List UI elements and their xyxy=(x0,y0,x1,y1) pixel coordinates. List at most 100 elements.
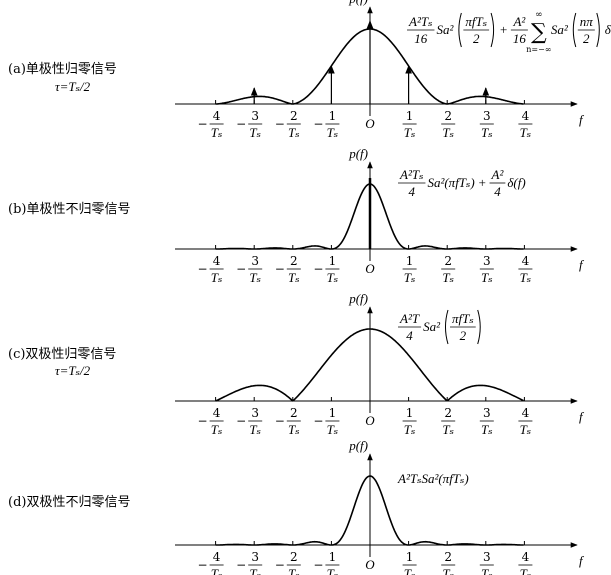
formula-text: δ(f) xyxy=(507,175,525,190)
tick-den: Tₛ xyxy=(481,566,493,575)
paren xyxy=(572,12,577,48)
tick-den: Tₛ xyxy=(520,422,532,437)
tick-den: Tₛ xyxy=(211,125,223,140)
formula-text: Sa²(πfTₛ) xyxy=(427,175,474,190)
formula-text: + xyxy=(499,22,508,37)
tick-num: 3 xyxy=(483,550,491,564)
formula-sum: ∑ xyxy=(531,20,547,45)
tick-num: 1 xyxy=(406,109,414,123)
panel-label: (d)双极性不归零信号 xyxy=(8,495,130,510)
tick-sign: − xyxy=(198,558,208,572)
tick-num: 1 xyxy=(329,550,337,564)
tick-den: Tₛ xyxy=(520,566,532,575)
tick-num: 3 xyxy=(251,109,259,123)
panel-label: (b)单极性不归零信号 xyxy=(8,202,130,217)
spectrum-curve xyxy=(215,328,524,402)
formula-text: A²TₛSa²(πfTₛ) xyxy=(397,471,469,486)
y-axis-label: p(f) xyxy=(348,0,368,6)
y-axis-label: p(f) xyxy=(348,438,368,453)
formula: A²T 4 Sa² πfTₛ 2 xyxy=(398,309,481,345)
tick-num: 3 xyxy=(483,254,491,268)
tick-num: 2 xyxy=(290,109,298,123)
formula-text: Sa² xyxy=(551,22,569,37)
x-axis-label: f xyxy=(579,257,585,272)
formula-num: A²Tₛ xyxy=(399,167,423,182)
paren xyxy=(490,12,495,48)
tick-num: 1 xyxy=(329,254,337,268)
tick-num: 1 xyxy=(406,254,414,268)
formula: A²TₛSa²(πfTₛ) xyxy=(397,471,469,486)
tick-num: 3 xyxy=(483,406,491,420)
formula-den: 2 xyxy=(460,328,467,343)
paren xyxy=(458,12,462,48)
tick-num: 4 xyxy=(522,254,530,268)
formula-num: A² xyxy=(512,14,526,29)
tick-sign: − xyxy=(236,558,246,572)
formula-text: δ(f−nfₛ) xyxy=(605,22,611,37)
tick-den: Tₛ xyxy=(211,566,223,575)
formula-text: Sa² xyxy=(423,319,441,334)
tick-den: Tₛ xyxy=(288,270,300,285)
tick-sign: − xyxy=(236,414,246,428)
tick-num: 4 xyxy=(522,550,530,564)
tick-sign: − xyxy=(275,558,285,572)
tick-num: 4 xyxy=(213,406,221,420)
formula-den: 4 xyxy=(408,184,415,199)
tick-den: Tₛ xyxy=(211,270,223,285)
tick-den: Tₛ xyxy=(442,422,454,437)
formula-num: A²Tₛ xyxy=(408,14,432,29)
tick-num: 3 xyxy=(251,550,259,564)
tick-den: Tₛ xyxy=(481,125,493,140)
tick-den: Tₛ xyxy=(481,270,493,285)
spectrum-curve xyxy=(215,475,524,546)
tick-num: 4 xyxy=(213,109,221,123)
tick-den: Tₛ xyxy=(327,422,339,437)
formula-num: nπ xyxy=(580,14,594,29)
x-axis-label: f xyxy=(579,553,585,568)
tick-sign: − xyxy=(275,414,285,428)
tick-den: Tₛ xyxy=(404,270,416,285)
formula-den: 16 xyxy=(513,31,527,46)
formula-den: 4 xyxy=(494,184,501,199)
tick-sign: − xyxy=(313,414,323,428)
tick-num: 2 xyxy=(444,254,452,268)
formula-num: A²T xyxy=(399,311,420,326)
tick-den: Tₛ xyxy=(288,125,300,140)
tick-num: 1 xyxy=(329,109,337,123)
tick-den: Tₛ xyxy=(520,125,532,140)
origin-label: O xyxy=(365,413,375,428)
tick-den: Tₛ xyxy=(404,566,416,575)
tick-num: 3 xyxy=(251,406,259,420)
formula: A²Tₛ 4 Sa²(πfTₛ) + A² 4 δ(f) xyxy=(398,167,526,199)
tick-num: 2 xyxy=(444,109,452,123)
tick-sign: − xyxy=(275,262,285,276)
tick-num: 3 xyxy=(251,254,259,268)
tick-num: 4 xyxy=(522,109,530,123)
tick-den: Tₛ xyxy=(211,422,223,437)
tick-num: 2 xyxy=(290,550,298,564)
panel-sublabel: τ=Tₛ/2 xyxy=(55,363,91,378)
tick-num: 2 xyxy=(290,406,298,420)
origin-label: O xyxy=(365,116,375,131)
tick-sign: − xyxy=(236,117,246,131)
formula-sum-bottom: n=−∞ xyxy=(526,45,551,54)
tick-num: 2 xyxy=(290,254,298,268)
tick-sign: − xyxy=(198,414,208,428)
formula-den: 2 xyxy=(583,31,590,46)
tick-den: Tₛ xyxy=(288,422,300,437)
tick-den: Tₛ xyxy=(520,270,532,285)
formula-den: 2 xyxy=(473,31,480,46)
tick-den: Tₛ xyxy=(327,125,339,140)
tick-num: 2 xyxy=(444,406,452,420)
paren xyxy=(444,309,449,345)
tick-den: Tₛ xyxy=(327,270,339,285)
tick-sign: − xyxy=(275,117,285,131)
tick-num: 4 xyxy=(213,254,221,268)
tick-den: Tₛ xyxy=(481,422,493,437)
tick-num: 1 xyxy=(406,406,414,420)
x-axis-label: f xyxy=(579,112,585,127)
tick-den: Tₛ xyxy=(404,422,416,437)
tick-sign: − xyxy=(236,262,246,276)
tick-num: 4 xyxy=(522,406,530,420)
